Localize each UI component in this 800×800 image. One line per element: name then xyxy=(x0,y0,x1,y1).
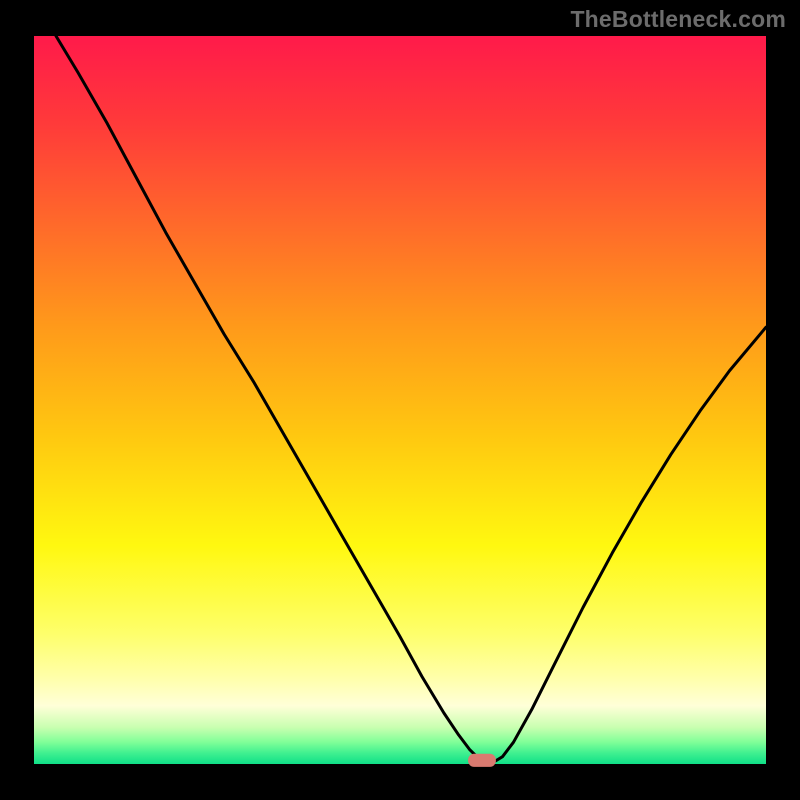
watermark-text: TheBottleneck.com xyxy=(570,6,786,33)
chart-background-gradient xyxy=(34,36,766,764)
bottleneck-chart: TheBottleneck.com xyxy=(0,0,800,800)
optimal-point-marker xyxy=(468,754,496,767)
chart-svg xyxy=(0,0,800,800)
